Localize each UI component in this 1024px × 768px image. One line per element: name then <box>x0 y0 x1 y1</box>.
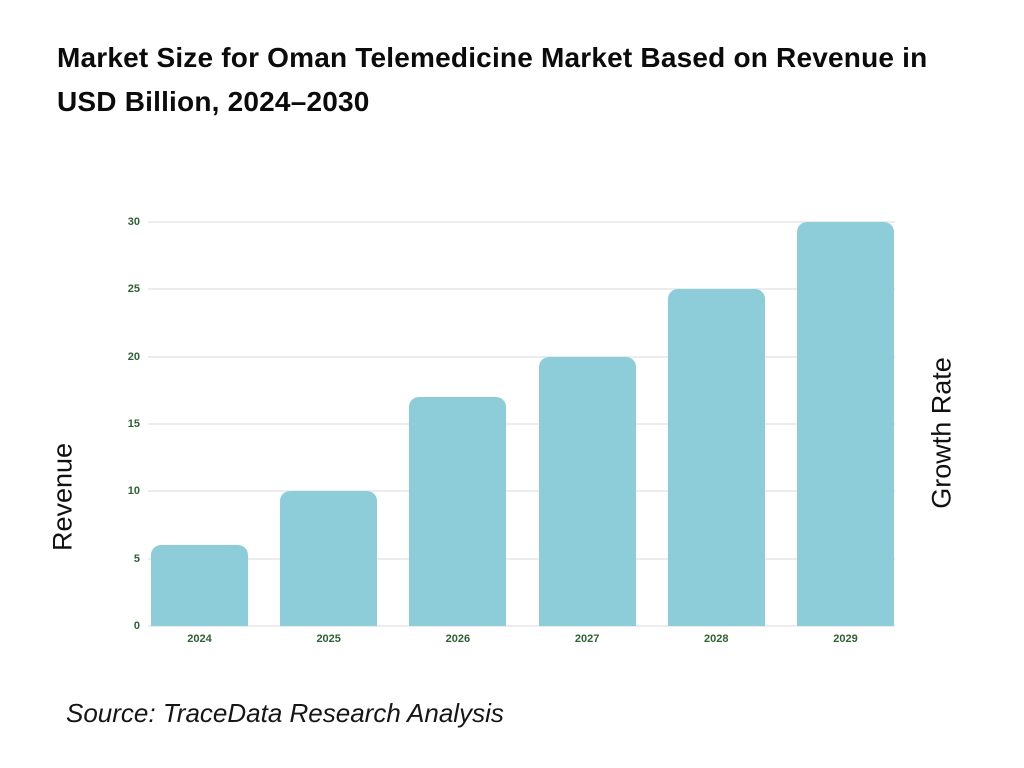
x-tick-label: 2028 <box>704 633 729 645</box>
y-tick-label: 25 <box>127 283 140 296</box>
source-note: Source: TraceData Research Analysis <box>66 698 504 728</box>
chart-title: Market Size for Oman Telemedicine Market… <box>57 42 928 117</box>
gridline <box>148 355 895 358</box>
x-tick-label: 2024 <box>187 633 212 645</box>
bar-2026 <box>409 397 507 626</box>
x-tick-label: 2026 <box>445 633 471 645</box>
x-tick-label: 2025 <box>316 633 341 645</box>
gridline <box>148 557 895 560</box>
y-axis-label-revenue: Revenue <box>47 442 78 552</box>
plot-area: 0 5 10 15 20 25 30 2024 2025 2026 2027 2028 2029 <box>128 216 895 645</box>
y-tick-label: 15 <box>127 418 140 430</box>
gridline <box>148 625 895 627</box>
y-tick-label: 5 <box>133 552 140 565</box>
bar-2025 <box>280 491 378 626</box>
bar-2029 <box>797 222 894 626</box>
gridline <box>148 490 895 493</box>
y-axis-label-growth-rate: Growth Rate <box>926 357 957 509</box>
bar-2027 <box>538 356 636 626</box>
gridline <box>148 221 895 223</box>
y-tick-label: 10 <box>127 485 140 498</box>
y-tick-label: 0 <box>133 620 140 632</box>
y-tick-label: 30 <box>127 216 140 228</box>
bar-2028 <box>667 289 765 626</box>
x-tick-label: 2029 <box>833 633 858 645</box>
gridline <box>148 288 895 291</box>
x-tick-label: 2027 <box>574 633 600 645</box>
y-tick-label: 20 <box>127 350 140 363</box>
gridline <box>148 423 895 425</box>
bar-2024 <box>151 545 248 626</box>
